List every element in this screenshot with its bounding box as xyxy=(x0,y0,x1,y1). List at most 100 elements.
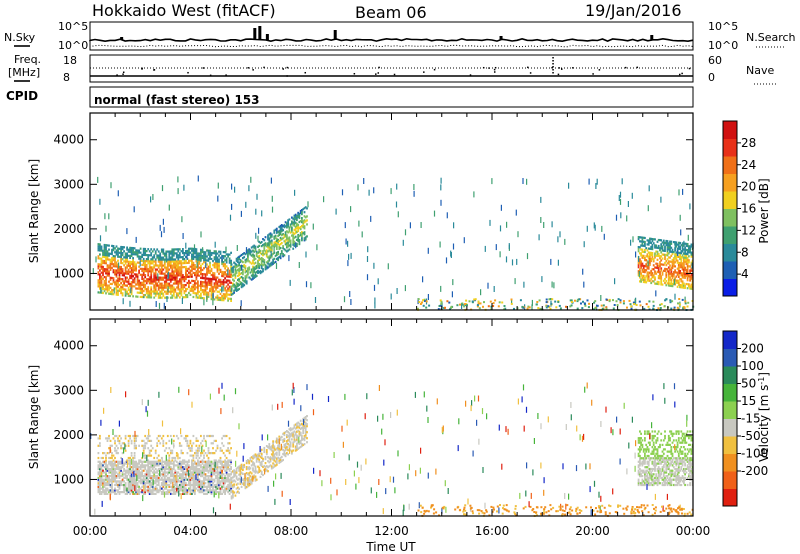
velocity-echo-cell xyxy=(174,464,177,467)
velocity-echo-cell xyxy=(178,473,181,476)
power-echo-cell xyxy=(637,266,640,269)
power-echo-cell xyxy=(665,280,668,283)
power-echo-cell xyxy=(177,284,180,287)
power-echo-cell xyxy=(132,265,134,268)
power-echo-cell xyxy=(124,252,127,255)
power-echo-cell xyxy=(289,243,292,246)
power-echo-cell xyxy=(168,274,171,277)
power-echo-cell xyxy=(99,275,101,278)
power-echo-cell xyxy=(142,271,145,275)
velocity-echo-cell xyxy=(171,473,174,476)
power-scatter-cell xyxy=(582,268,584,275)
power-echo-cell xyxy=(667,242,670,245)
power-echo-cell xyxy=(293,214,296,217)
velocity-echo-cell xyxy=(142,452,145,455)
power-echo-cell xyxy=(207,251,210,254)
power-echo-cell xyxy=(150,286,153,289)
power-echo-cell xyxy=(121,284,124,287)
freq-dot xyxy=(153,69,155,71)
velocity-echo-cell xyxy=(150,464,153,467)
velocity-echo-cell xyxy=(180,460,183,463)
power-echo-cell xyxy=(690,283,693,286)
velocity-echo-cell xyxy=(142,478,145,481)
power-echo-cell xyxy=(191,247,193,250)
power-echo-cell xyxy=(679,266,681,269)
velocity-echo-cell xyxy=(215,459,217,462)
velocity-echo-cell xyxy=(218,471,220,474)
power-ground-cell xyxy=(615,300,618,303)
power-echo-cell xyxy=(255,274,258,277)
power-echo-cell xyxy=(287,221,289,224)
power-echo-cell xyxy=(670,278,673,281)
power-echo-cell xyxy=(222,295,225,298)
power-scatter-cell xyxy=(660,196,662,203)
velocity-echo-cell xyxy=(233,469,235,472)
velocity-echo-cell xyxy=(228,452,231,455)
power-echo-cell xyxy=(657,281,660,284)
power-echo-cell xyxy=(133,273,136,276)
velocity-echo-cell xyxy=(222,478,225,481)
power-echo-cell xyxy=(649,237,651,240)
velocity-echo-cell xyxy=(180,444,183,447)
velocity-echo-cell xyxy=(129,464,131,467)
power-echo-cell xyxy=(639,280,641,283)
velocity-echo-cell xyxy=(194,460,196,463)
power-echo-cell xyxy=(195,296,198,299)
velocity-echo-cell xyxy=(230,467,232,471)
power-echo-cell xyxy=(250,250,253,253)
power-echo-cell xyxy=(213,256,216,259)
power-echo-cell xyxy=(115,271,118,274)
power-echo-cell xyxy=(171,276,174,279)
power-echo-cell xyxy=(253,266,256,269)
power-echo-cell xyxy=(224,271,226,274)
power-echo-cell xyxy=(657,266,660,270)
velocity-echo-cell xyxy=(198,447,201,450)
velocity-echo-cell xyxy=(145,473,148,476)
power-scatter-cell xyxy=(678,189,680,196)
power-echo-cell xyxy=(111,282,113,286)
velocity-echo-cell xyxy=(189,439,192,442)
freq-left-tick-top: 18 xyxy=(63,54,77,67)
power-echo-cell xyxy=(174,274,177,277)
velocity-echo-cell xyxy=(103,478,106,481)
power-echo-cell xyxy=(207,259,210,262)
power-echo-cell xyxy=(244,253,247,256)
velocity-echo-cell xyxy=(168,460,171,463)
power-echo-cell xyxy=(192,261,195,264)
velocity-echo-cell xyxy=(206,492,208,495)
velocity-echo-cell xyxy=(182,462,184,465)
power-scatter-cell xyxy=(240,300,242,307)
power-echo-cell xyxy=(99,249,101,252)
power-echo-cell xyxy=(120,257,122,261)
power-echo-cell xyxy=(649,279,651,282)
power-echo-cell xyxy=(652,276,655,279)
power-echo-cell xyxy=(197,272,199,275)
power-scatter-cell xyxy=(99,198,101,205)
power-echo-cell xyxy=(298,234,301,238)
power-echo-cell xyxy=(292,239,295,242)
velocity-echo-cell xyxy=(147,466,150,469)
velocity-echo-cell xyxy=(192,473,195,476)
velocity-echo-cell xyxy=(207,462,210,465)
velocity-echo-cell xyxy=(102,480,104,483)
velocity-echo-cell xyxy=(222,491,225,494)
power-echo-cell xyxy=(656,262,659,265)
velocity-echo-cell xyxy=(139,467,142,471)
power-echo-cell xyxy=(248,260,251,263)
velocity-echo-cell xyxy=(100,467,103,471)
velocity-echo-cell xyxy=(103,483,106,487)
power-echo-cell xyxy=(650,257,653,261)
velocity-echo-cell xyxy=(138,444,140,447)
power-echo-cell xyxy=(268,239,271,242)
power-echo-cell xyxy=(174,264,177,267)
power-echo-cell xyxy=(178,290,181,293)
power-echo-cell xyxy=(259,264,262,267)
power-echo-cell xyxy=(690,243,693,246)
velocity-echo-cell xyxy=(112,489,115,492)
power-echo-cell xyxy=(686,257,689,260)
power-echo-cell xyxy=(197,270,199,273)
power-echo-cell xyxy=(200,296,202,300)
power-echo-cell xyxy=(197,286,199,289)
velocity-echo-cell xyxy=(105,454,107,457)
power-echo-cell xyxy=(210,253,213,257)
